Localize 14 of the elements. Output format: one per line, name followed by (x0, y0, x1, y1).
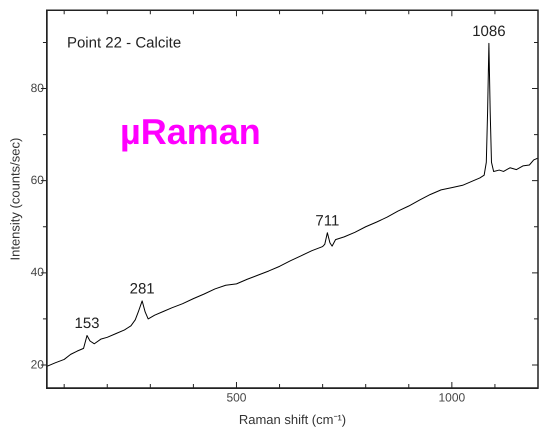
x-tick-label: 500 (226, 390, 247, 405)
annotation: µRaman (120, 111, 261, 152)
x-axis-title: Raman shift (cm⁻¹) (238, 412, 346, 427)
y-tick-label: 60 (30, 172, 44, 187)
y-tick-label: 40 (30, 265, 44, 280)
y-axis-title: Intensity (counts/sec) (7, 138, 22, 261)
y-tick-label: 80 (30, 80, 44, 95)
annotation: 711 (315, 212, 340, 230)
annotation: Point 22 - Calcite (66, 34, 182, 52)
x-tick-label: 1000 (438, 390, 466, 405)
annotation: 281 (130, 280, 155, 298)
y-tick-label: 20 (30, 357, 44, 372)
annotation: 1086 (472, 23, 506, 40)
annotation: 153 (74, 315, 100, 332)
